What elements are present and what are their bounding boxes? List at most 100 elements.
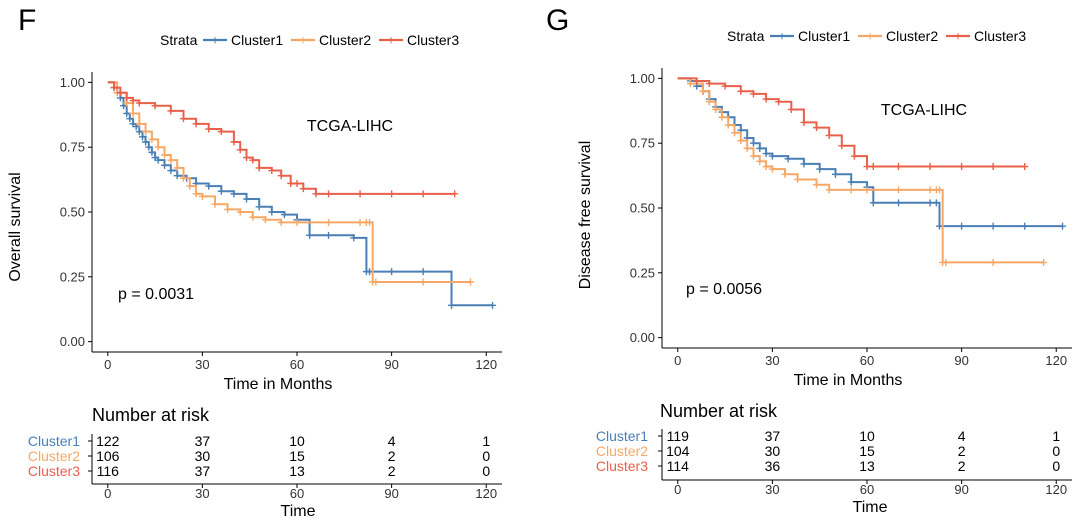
censor-mark xyxy=(173,164,181,172)
risk-value: 30 xyxy=(765,443,781,459)
risk-row-label: Cluster3 xyxy=(596,458,648,474)
censor-mark xyxy=(161,151,169,159)
censor-mark xyxy=(1040,258,1048,266)
y-tick-label: 0.75 xyxy=(60,140,85,155)
p-value: p = 0.0031 xyxy=(118,286,194,303)
risk-value: 0 xyxy=(1052,458,1060,474)
censor-mark xyxy=(813,181,821,189)
censor-mark xyxy=(863,186,871,194)
censor-mark xyxy=(249,156,257,164)
risk-value: 0 xyxy=(482,463,490,479)
censor-mark xyxy=(869,163,877,171)
censor-mark xyxy=(838,142,846,150)
legend-label: Cluster2 xyxy=(319,32,371,48)
risk-value: 104 xyxy=(666,443,690,459)
censor-mark xyxy=(989,222,997,230)
legend-cluster1: + Cluster1 xyxy=(770,28,850,44)
svg-text:+: + xyxy=(211,33,219,48)
censor-mark xyxy=(236,208,244,216)
censor-mark xyxy=(762,163,770,171)
censor-mark xyxy=(255,164,263,172)
censor-mark xyxy=(116,89,124,97)
censor-mark xyxy=(129,97,137,105)
svg-text:+: + xyxy=(778,29,786,44)
censor-mark xyxy=(466,278,474,286)
censor-mark xyxy=(743,144,751,152)
risk-x-tick-label: 30 xyxy=(765,482,779,497)
censor-mark xyxy=(816,165,824,173)
risk-value: 13 xyxy=(859,458,875,474)
censor-mark xyxy=(154,143,162,151)
censor-mark xyxy=(135,128,143,136)
censor-mark xyxy=(813,124,821,132)
censor-mark xyxy=(942,258,950,266)
svg-text:+: + xyxy=(866,29,874,44)
risk-table: 0 30 60 90 120 122 37 10 4 1 106 30 15 2 0 116 37 13 2 0 xyxy=(88,433,502,501)
censor-mark xyxy=(825,186,833,194)
y-axis-label: Overall survival xyxy=(7,172,24,281)
censor-mark xyxy=(249,213,257,221)
legend-label: Cluster2 xyxy=(886,28,938,44)
censor-mark xyxy=(179,174,187,182)
censor-mark xyxy=(243,195,251,203)
risk-x-tick-label: 0 xyxy=(104,486,111,501)
risk-value: 114 xyxy=(667,458,690,474)
censor-mark xyxy=(277,172,285,180)
risk-x-tick-label: 120 xyxy=(1045,482,1067,497)
risk-x-tick-label: 90 xyxy=(384,486,398,501)
cohort-annotation: TCGA-LIHC xyxy=(307,118,393,135)
risk-value: 36 xyxy=(765,458,781,474)
censor-mark xyxy=(724,121,732,129)
risk-value: 37 xyxy=(765,428,781,444)
censor-mark xyxy=(268,208,276,216)
censor-mark xyxy=(419,190,427,198)
censor-mark xyxy=(135,120,143,128)
censor-mark xyxy=(731,129,739,137)
censor-mark xyxy=(261,216,269,224)
censor-mark xyxy=(989,258,997,266)
panel-f: F Strata + Cluster1 + Cluster2 + Cluster… xyxy=(7,4,459,520)
risk-value: 1 xyxy=(482,433,490,449)
x-tick-label: 90 xyxy=(384,357,398,372)
censor-mark xyxy=(205,182,213,190)
censor-mark xyxy=(749,152,757,160)
censor-mark xyxy=(255,203,263,211)
censor-mark xyxy=(721,82,729,90)
censor-mark xyxy=(705,98,713,106)
censor-mark xyxy=(293,218,301,226)
risk-value: 0 xyxy=(1052,443,1060,459)
x-tick-label: 30 xyxy=(765,353,779,368)
censor-mark xyxy=(325,231,333,239)
censor-mark xyxy=(1059,222,1067,230)
risk-value: 122 xyxy=(96,433,120,449)
censor-mark xyxy=(1021,222,1029,230)
y-tick-label: 1.00 xyxy=(60,75,85,90)
censor-mark xyxy=(179,115,187,123)
censor-mark xyxy=(293,179,301,187)
censor-mark xyxy=(775,98,783,106)
svg-text:+: + xyxy=(299,33,307,48)
censor-mark xyxy=(756,157,764,165)
y-tick-label: 0.75 xyxy=(630,136,655,151)
censor-mark xyxy=(268,167,276,175)
cohort-annotation: TCGA-LIHC xyxy=(881,102,967,119)
censor-mark xyxy=(850,152,858,160)
risk-value: 119 xyxy=(667,428,690,444)
legend-label: Cluster3 xyxy=(974,28,1026,44)
censor-mark xyxy=(123,94,131,102)
risk-value: 2 xyxy=(388,448,396,464)
risk-value: 13 xyxy=(289,463,305,479)
x-tick-label: 0 xyxy=(104,357,111,372)
censor-mark xyxy=(277,218,285,226)
censor-mark xyxy=(142,128,150,136)
x-tick-label: 60 xyxy=(860,353,874,368)
censor-mark xyxy=(737,137,745,145)
censor-mark xyxy=(299,185,307,193)
y-tick-label: 0.50 xyxy=(630,201,655,216)
censor-mark xyxy=(167,167,175,175)
censor-mark xyxy=(192,120,200,128)
censor-mark xyxy=(135,99,143,107)
